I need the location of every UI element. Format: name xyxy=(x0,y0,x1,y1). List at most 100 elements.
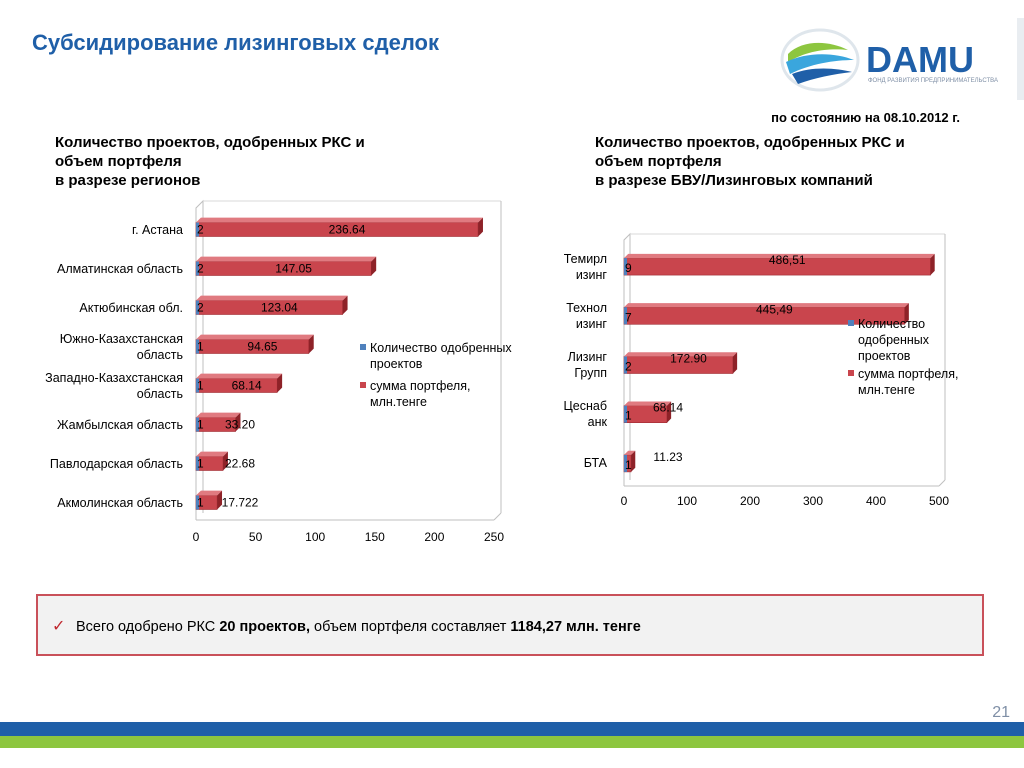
left-category-label: Южно-Казахстанская область xyxy=(59,331,183,362)
left-value-label: 147.05 xyxy=(275,262,312,276)
left-count-label: 1 xyxy=(197,379,204,393)
summary-callout: ✓ Всего одобрено РКС 20 проектов, объем … xyxy=(36,594,984,656)
right-bar-count xyxy=(624,258,627,276)
left-count-label: 1 xyxy=(197,457,204,471)
left-bar-portfolio-top xyxy=(196,490,223,496)
right-bar-portfolio-top xyxy=(624,352,738,357)
right-category-label: Лизинг Групп xyxy=(567,350,607,380)
left-bar-count xyxy=(196,417,199,432)
left-value-label: 33.20 xyxy=(225,418,255,432)
left-bar-count xyxy=(196,300,199,315)
left-x-tick-label: 0 xyxy=(193,530,200,544)
right-chart-floor-corner xyxy=(938,479,946,487)
left-x-tick-label: 150 xyxy=(365,530,385,544)
logo-subtext: ФОНД РАЗВИТИЯ ПРЕДПРИНИМАТЕЛЬСТВА xyxy=(868,78,998,84)
left-bar-portfolio-top xyxy=(196,217,483,223)
left-count-label: 1 xyxy=(197,418,204,432)
right-legend-label: сумма портфеля, млн.тенге xyxy=(858,367,958,397)
left-chart-title: Количество проектов, одобренных РКС и об… xyxy=(55,134,365,189)
right-category-label: Цеснаб анк xyxy=(563,399,607,430)
page-number: 21 xyxy=(992,704,1010,721)
left-legend-label: сумма портфеля, млн.тенге xyxy=(370,379,470,409)
as-of-date: по состоянию на 08.10.2012 г. xyxy=(771,110,960,125)
left-chart-floor-corner xyxy=(493,512,502,521)
left-value-label: 123.04 xyxy=(261,301,298,315)
left-count-label: 1 xyxy=(197,496,204,510)
left-bar-portfolio-top xyxy=(196,451,228,457)
left-category-label: г. Астана xyxy=(132,222,183,237)
left-legend-label: Количество одобренных проектов xyxy=(370,341,512,371)
left-category-label: Акмолинская область xyxy=(57,495,183,510)
left-value-label: 236.64 xyxy=(329,223,366,237)
left-count-label: 2 xyxy=(197,301,204,315)
left-bar-count xyxy=(196,456,199,471)
right-x-tick-label: 200 xyxy=(740,494,760,508)
right-count-label: 7 xyxy=(625,310,632,324)
right-count-label: 9 xyxy=(625,261,632,275)
left-x-tick-label: 200 xyxy=(424,530,444,544)
right-bar-portfolio-side xyxy=(930,253,935,276)
right-x-tick-label: 100 xyxy=(677,494,697,508)
summary-portfolio: 1184,27 млн. тенге xyxy=(510,619,641,635)
right-category-label: БТА xyxy=(583,456,607,471)
checkmark-icon: ✓ xyxy=(52,618,66,635)
right-value-label: 486,51 xyxy=(769,253,806,267)
left-count-label: 2 xyxy=(197,262,204,276)
left-value-label: 94.65 xyxy=(247,340,277,354)
right-legend-swatch xyxy=(848,320,854,326)
summary-projects: 20 проектов, xyxy=(219,619,310,635)
right-legend-swatch xyxy=(848,370,854,376)
right-bar-count xyxy=(624,307,627,325)
left-bar-portfolio-side xyxy=(277,373,283,393)
left-bar-count xyxy=(196,339,199,354)
right-chart-title: Количество проектов, одобренных РКС и об… xyxy=(595,134,905,189)
right-count-label: 2 xyxy=(625,360,632,374)
right-value-label: 11.23 xyxy=(653,450,682,464)
right-bar-portfolio-top xyxy=(624,401,672,406)
left-value-label: 17.722 xyxy=(222,496,259,510)
left-bar-portfolio-side xyxy=(342,295,348,315)
left-bar-portfolio-side xyxy=(217,490,223,510)
right-value-label: 445,49 xyxy=(756,302,793,316)
logo-text: DAMU xyxy=(866,39,974,80)
left-category-label: Западно-Казахстанская область xyxy=(45,370,183,401)
right-bar-portfolio-top xyxy=(624,253,935,259)
left-value-label: 68.14 xyxy=(232,379,262,393)
left-legend-swatch xyxy=(360,344,366,350)
right-x-tick-label: 400 xyxy=(866,494,886,508)
left-bar-count xyxy=(196,222,199,237)
footer-blue-bar xyxy=(0,722,1024,736)
left-legend-swatch xyxy=(360,382,366,388)
right-bar-portfolio-side xyxy=(732,352,738,374)
right-category-label: Темирл изинг xyxy=(563,251,607,282)
left-count-label: 1 xyxy=(197,340,204,354)
left-bar-portfolio-top xyxy=(196,334,314,340)
left-bar-portfolio-top xyxy=(196,412,241,418)
page-title: Субсидирование лизинговых сделок xyxy=(32,30,439,55)
left-bar-portfolio-side xyxy=(371,256,377,276)
right-x-tick-label: 0 xyxy=(621,494,628,508)
right-bar-portfolio-side xyxy=(631,450,636,472)
left-x-tick-label: 50 xyxy=(249,530,263,544)
summary-text: Всего одобрено РКС 20 проектов, объем по… xyxy=(76,619,641,635)
left-bar-count xyxy=(196,378,199,393)
right-bar-portfolio-side xyxy=(904,303,909,325)
right-bar-portfolio-top xyxy=(624,450,636,455)
right-bar-portfolio-top xyxy=(624,303,909,308)
right-bar-count xyxy=(624,356,627,374)
left-bar-portfolio-side xyxy=(235,412,241,432)
right-value-label: 172.90 xyxy=(670,352,707,366)
left-bar-portfolio-top xyxy=(196,373,283,379)
damu-logo: DAMU ФОНД РАЗВИТИЯ ПРЕДПРИНИМАТЕЛЬСТВА xyxy=(780,28,998,92)
right-bar-count xyxy=(624,405,627,423)
left-value-label: 22.68 xyxy=(225,457,255,471)
right-bar-count xyxy=(624,454,627,472)
right-value-label: 68.14 xyxy=(653,401,683,415)
right-count-label: 1 xyxy=(625,458,632,472)
summary-prefix: Всего одобрено РКС xyxy=(76,619,220,635)
left-category-label: Жамбылская область xyxy=(57,417,183,432)
right-x-tick-label: 500 xyxy=(929,494,949,508)
left-chart-side-wall xyxy=(195,199,204,520)
left-category-label: Алматинская область xyxy=(57,261,183,276)
left-x-tick-label: 100 xyxy=(305,530,325,544)
